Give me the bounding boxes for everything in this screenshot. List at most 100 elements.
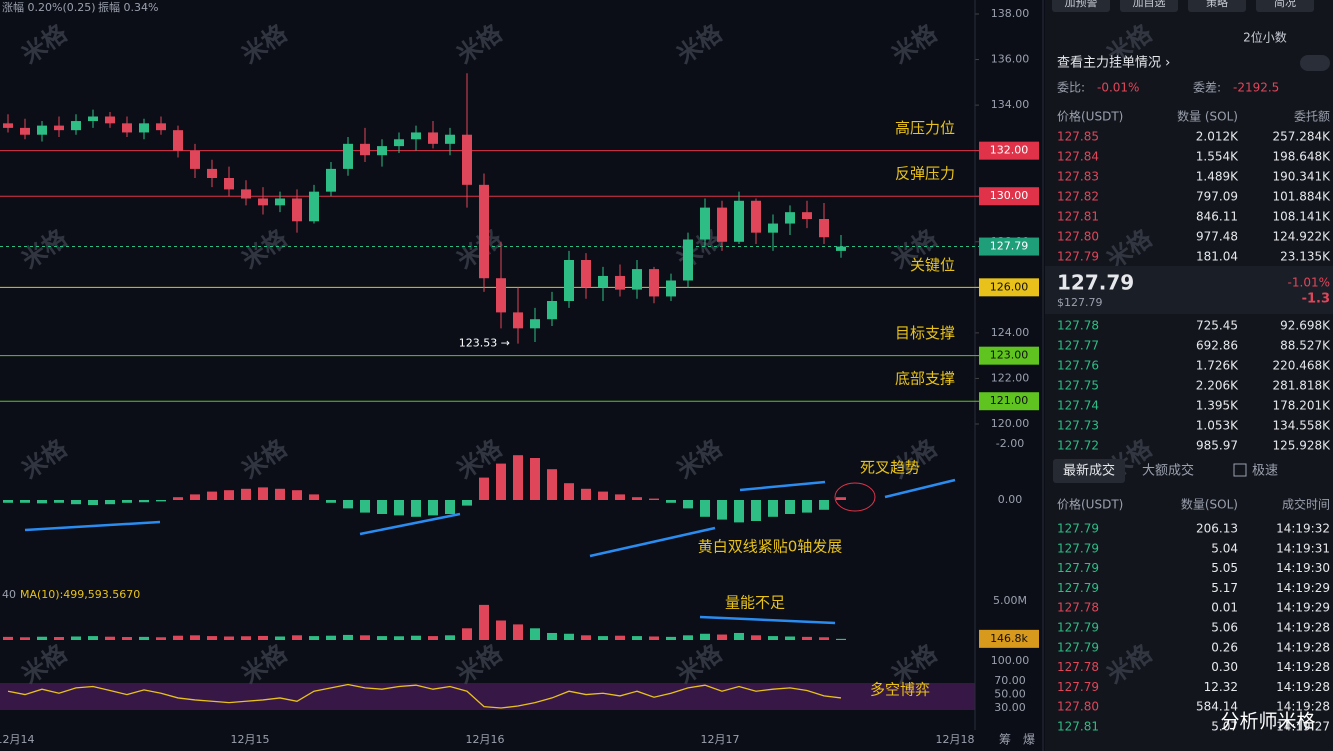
panel-button-label[interactable]: 加预警 — [1065, 0, 1098, 9]
panel-button[interactable] — [1120, 0, 1178, 12]
trade-cell: 5.05 — [1211, 561, 1238, 575]
volume-bar — [547, 632, 557, 640]
volume-bar — [411, 635, 421, 640]
trade-cell: 14:19:28 — [1276, 660, 1330, 674]
book-cell: 127.83 — [1057, 170, 1099, 184]
candle-body — [207, 168, 217, 178]
level-box — [979, 141, 1039, 160]
candle-body — [564, 260, 574, 301]
candle-body — [360, 143, 370, 156]
toggle[interactable] — [1300, 55, 1330, 71]
panel-button-label[interactable]: 加自选 — [1133, 0, 1166, 9]
candle-body — [598, 275, 608, 288]
macd-bar — [734, 500, 744, 523]
level-box — [979, 187, 1039, 206]
macd-bar — [411, 500, 421, 517]
annot-arrow — [699, 615, 836, 625]
level-price: 123.00 — [990, 349, 1029, 362]
volume-bar — [224, 636, 234, 640]
macd-bar — [20, 500, 30, 503]
panel-button[interactable] — [1256, 0, 1314, 12]
price-tick-label: 124.00 — [991, 326, 1030, 339]
book-cell: 198.648K — [1273, 150, 1332, 164]
book-cell: 181.04 — [1196, 250, 1238, 264]
level-price: 132.00 — [990, 144, 1029, 157]
trade-cell: 5.04 — [1211, 541, 1238, 555]
header-amplitude: 振幅 0.34% — [98, 0, 158, 14]
book-cell: 127.85 — [1057, 130, 1099, 144]
book-cell: 127.79 — [1057, 250, 1099, 264]
macd-bar — [802, 500, 812, 513]
trade-cell: 127.79 — [1057, 621, 1099, 635]
mid-usd: $127.79 — [1057, 296, 1103, 309]
macd-bar — [513, 455, 523, 500]
book-cell: 124.922K — [1273, 230, 1332, 244]
vol-note: 量能不足 — [725, 594, 785, 612]
volume-bar — [581, 635, 591, 640]
trade-cell: 14:19:28 — [1276, 621, 1330, 635]
tab[interactable]: 大额成交 — [1142, 463, 1194, 479]
macd-tick-label: 0.00 — [998, 493, 1023, 506]
book-cell: 2.206K — [1196, 379, 1239, 393]
macd-bar — [581, 488, 591, 500]
book-cell: 985.97 — [1196, 439, 1238, 453]
trade-cell: 584.14 — [1196, 700, 1238, 714]
macd-bar — [139, 500, 149, 503]
macd-bar — [819, 500, 829, 510]
macd-bar — [768, 500, 778, 517]
macd-bar — [547, 469, 557, 500]
volume-bar — [513, 624, 523, 640]
price-tick-label: 134.00 — [991, 98, 1030, 111]
level-price: 121.00 — [990, 394, 1029, 407]
vol-last: 146.8k — [990, 632, 1028, 645]
panel-button-label[interactable]: 简况 — [1274, 0, 1296, 9]
candle-body — [445, 134, 455, 144]
book-cell: 101.884K — [1273, 190, 1332, 204]
candle-body — [700, 207, 710, 240]
book-cell: 127.80 — [1057, 230, 1099, 244]
diff: -2192.5 — [1233, 81, 1279, 95]
tab[interactable]: 最新成交 — [1063, 463, 1115, 479]
volume-bar — [564, 633, 574, 640]
candle-body — [258, 198, 268, 206]
volume-bar — [275, 636, 285, 640]
level-note: 高压力位 — [895, 119, 955, 137]
panel-button[interactable] — [1052, 0, 1110, 12]
volume-bar — [105, 636, 115, 640]
level-price: 130.00 — [990, 189, 1029, 202]
tab-active[interactable] — [1053, 459, 1125, 483]
candle-body — [530, 319, 540, 329]
volume-bar — [190, 635, 200, 640]
panel-button-label[interactable]: 策略 — [1206, 0, 1228, 9]
candle-body — [326, 168, 336, 192]
depth-link[interactable]: 查看主力挂单情况 › — [1057, 55, 1170, 71]
volume-bar — [343, 634, 353, 640]
trade-cell: 206.13 — [1196, 522, 1238, 536]
trade-cell: 14:19:28 — [1276, 700, 1330, 714]
macd-bar — [649, 498, 659, 500]
candle-body — [819, 219, 829, 238]
macd-tick-label: -2.00 — [996, 437, 1024, 450]
book-cell: 1.053K — [1196, 419, 1239, 433]
ratio: -0.01% — [1097, 81, 1139, 95]
macd-bar — [615, 494, 625, 500]
candle-body — [785, 212, 795, 224]
macd-note: 死叉趋势 — [860, 459, 920, 477]
panel-bg — [1045, 0, 1333, 751]
panel-button[interactable] — [1188, 0, 1246, 12]
volume-bar — [156, 637, 166, 640]
decimals[interactable]: 2位小数 — [1243, 30, 1287, 45]
volume-bar — [54, 637, 64, 640]
macd-bar — [224, 490, 234, 500]
rsi-line — [7, 683, 842, 709]
book-cell: 127.82 — [1057, 190, 1099, 204]
checkbox[interactable] — [1233, 463, 1247, 477]
trade-cell: 14:19:32 — [1276, 522, 1330, 536]
tab[interactable]: 极速 — [1252, 464, 1278, 479]
macd-bar — [394, 500, 404, 516]
book-cell: 2.012K — [1196, 130, 1239, 144]
volume-bar — [122, 637, 132, 640]
volume-bar — [598, 636, 608, 640]
book-cell: 178.201K — [1273, 399, 1332, 413]
mid-pct: -1.01% — [1288, 276, 1330, 290]
